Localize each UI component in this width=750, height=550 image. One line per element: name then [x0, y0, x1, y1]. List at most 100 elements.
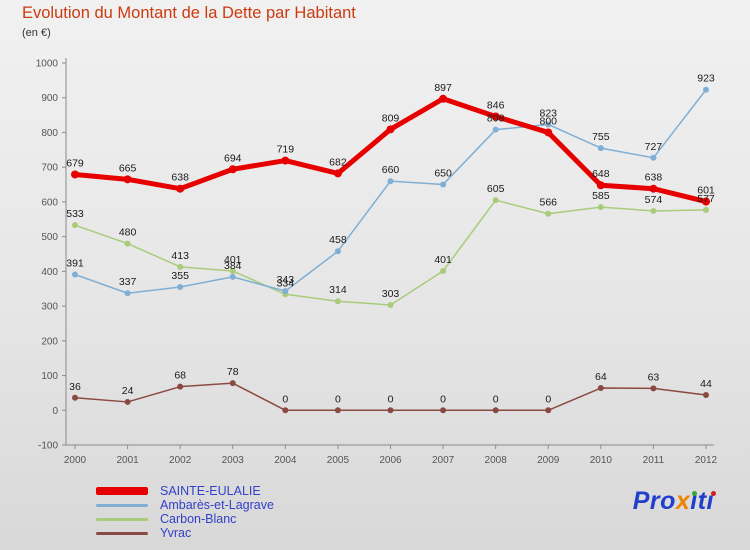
y-axis-tick-label: 300 [41, 302, 58, 313]
data-label: 682 [329, 156, 347, 168]
data-label: 413 [171, 250, 189, 262]
series-point-carbon-blanc [492, 197, 499, 204]
logo-text-pro: Pro [632, 487, 676, 515]
series-point-carbon-blanc [177, 263, 184, 270]
data-label: 64 [595, 371, 607, 383]
data-label: 0 [282, 393, 288, 405]
data-label: 665 [119, 162, 137, 174]
logo-dot-green [691, 491, 697, 496]
y-axis-tick-label: -100 [38, 441, 58, 452]
data-label: 585 [592, 190, 610, 202]
data-label: 660 [382, 164, 400, 176]
data-label: 808 [487, 113, 505, 125]
data-label: 0 [440, 393, 446, 405]
data-label: 343 [277, 274, 295, 286]
series-point-sainte-eulalie [333, 169, 342, 178]
x-axis-tick-label: 2002 [169, 455, 192, 466]
y-axis-tick-label: 100 [41, 371, 58, 382]
series-point-carbon-blanc [387, 302, 394, 309]
data-label: 44 [700, 378, 712, 390]
series-point-ambar-s-et-lagrave [650, 154, 657, 161]
legend-item-carbon-blanc: Carbon-Blanc [96, 512, 274, 526]
series-point-sainte-eulalie [439, 94, 448, 103]
data-label: 638 [171, 172, 189, 184]
data-label: 727 [645, 141, 663, 153]
y-axis-tick-label: 900 [41, 93, 58, 104]
series-point-carbon-blanc [650, 207, 657, 214]
data-label: 694 [224, 152, 242, 164]
series-point-ambar-s-et-lagrave [229, 273, 236, 280]
data-label: 334 [277, 277, 295, 289]
legend-label-carbon-blanc: Carbon-Blanc [160, 511, 237, 526]
series-point-sainte-eulalie [228, 165, 237, 174]
y-axis-tick-label: 700 [41, 163, 58, 174]
data-label: 36 [69, 381, 81, 393]
data-label: 401 [224, 254, 242, 266]
data-label: 384 [224, 260, 242, 272]
data-label: 923 [697, 73, 715, 85]
y-axis-tick-label: 800 [41, 128, 58, 139]
data-label: 823 [539, 107, 557, 119]
series-point-sainte-eulalie [281, 156, 290, 165]
legend-label-yvrac: Yvrac [160, 525, 192, 540]
series-point-yvrac [72, 394, 78, 401]
x-axis-tick-label: 2007 [432, 455, 455, 466]
data-label: 303 [382, 288, 400, 300]
y-axis-tick-label: 200 [41, 336, 58, 347]
series-point-carbon-blanc [72, 222, 78, 229]
series-point-ambar-s-et-lagrave [597, 145, 604, 152]
y-axis-tick-label: 1000 [36, 59, 59, 70]
series-point-carbon-blanc [703, 206, 709, 213]
data-label: 846 [487, 99, 505, 111]
series-point-sainte-eulalie [596, 181, 605, 190]
data-label: 314 [329, 284, 347, 296]
series-point-sainte-eulalie [123, 175, 132, 184]
series-point-yvrac [387, 407, 394, 414]
series-point-sainte-eulalie [176, 184, 185, 193]
series-point-sainte-eulalie [544, 128, 553, 137]
series-point-yvrac [545, 407, 552, 414]
series-point-sainte-eulalie [386, 125, 395, 134]
legend-label-sainte-eulalie: SAINTE-EULALIE [160, 483, 261, 498]
series-point-yvrac [229, 380, 236, 387]
data-label: 574 [645, 194, 663, 206]
series-point-ambar-s-et-lagrave [387, 178, 394, 185]
series-point-yvrac [334, 407, 341, 414]
data-label: 480 [119, 227, 137, 239]
x-axis-tick-label: 2009 [537, 455, 560, 466]
x-axis-tick-label: 2005 [327, 455, 350, 466]
chart-subtitle: (en €) [22, 27, 51, 39]
data-label: 0 [493, 393, 499, 405]
legend-swatch-carbon-blanc [96, 517, 148, 521]
page-title: Evolution du Montant de la Dette par Hab… [22, 4, 356, 22]
chart-legend: SAINTE-EULALIE Ambarès-et-Lagrave Carbon… [96, 484, 274, 540]
data-label: 719 [277, 144, 295, 156]
logo-text-x: x [675, 487, 691, 515]
series-point-ambar-s-et-lagrave [72, 271, 78, 278]
data-label: 755 [592, 131, 610, 143]
data-label: 809 [382, 112, 400, 124]
data-label: 800 [539, 115, 557, 127]
legend-label-ambares-et-lagrave: Ambarès-et-Lagrave [160, 497, 274, 512]
x-axis-tick-label: 2004 [274, 455, 297, 466]
series-point-ambar-s-et-lagrave [282, 288, 289, 295]
series-point-ambar-s-et-lagrave [492, 126, 499, 133]
series-point-yvrac [124, 398, 131, 405]
series-point-yvrac [282, 407, 289, 414]
y-axis-tick-label: 400 [41, 267, 58, 278]
y-axis-tick-label: 500 [41, 232, 58, 243]
series-point-ambar-s-et-lagrave [440, 181, 447, 188]
proxiti-logo: Proxıtı [632, 487, 716, 516]
data-label: 78 [227, 366, 239, 378]
series-point-carbon-blanc [124, 240, 131, 247]
data-label: 577 [697, 193, 715, 205]
series-point-yvrac [440, 407, 447, 414]
series-point-yvrac [177, 383, 184, 390]
data-label: 601 [697, 185, 715, 197]
legend-swatch-ambares-et-lagrave [96, 503, 148, 507]
y-axis-tick-label: 600 [41, 197, 58, 208]
series-point-carbon-blanc [545, 210, 552, 217]
data-label: 0 [388, 393, 394, 405]
data-label: 0 [335, 393, 341, 405]
